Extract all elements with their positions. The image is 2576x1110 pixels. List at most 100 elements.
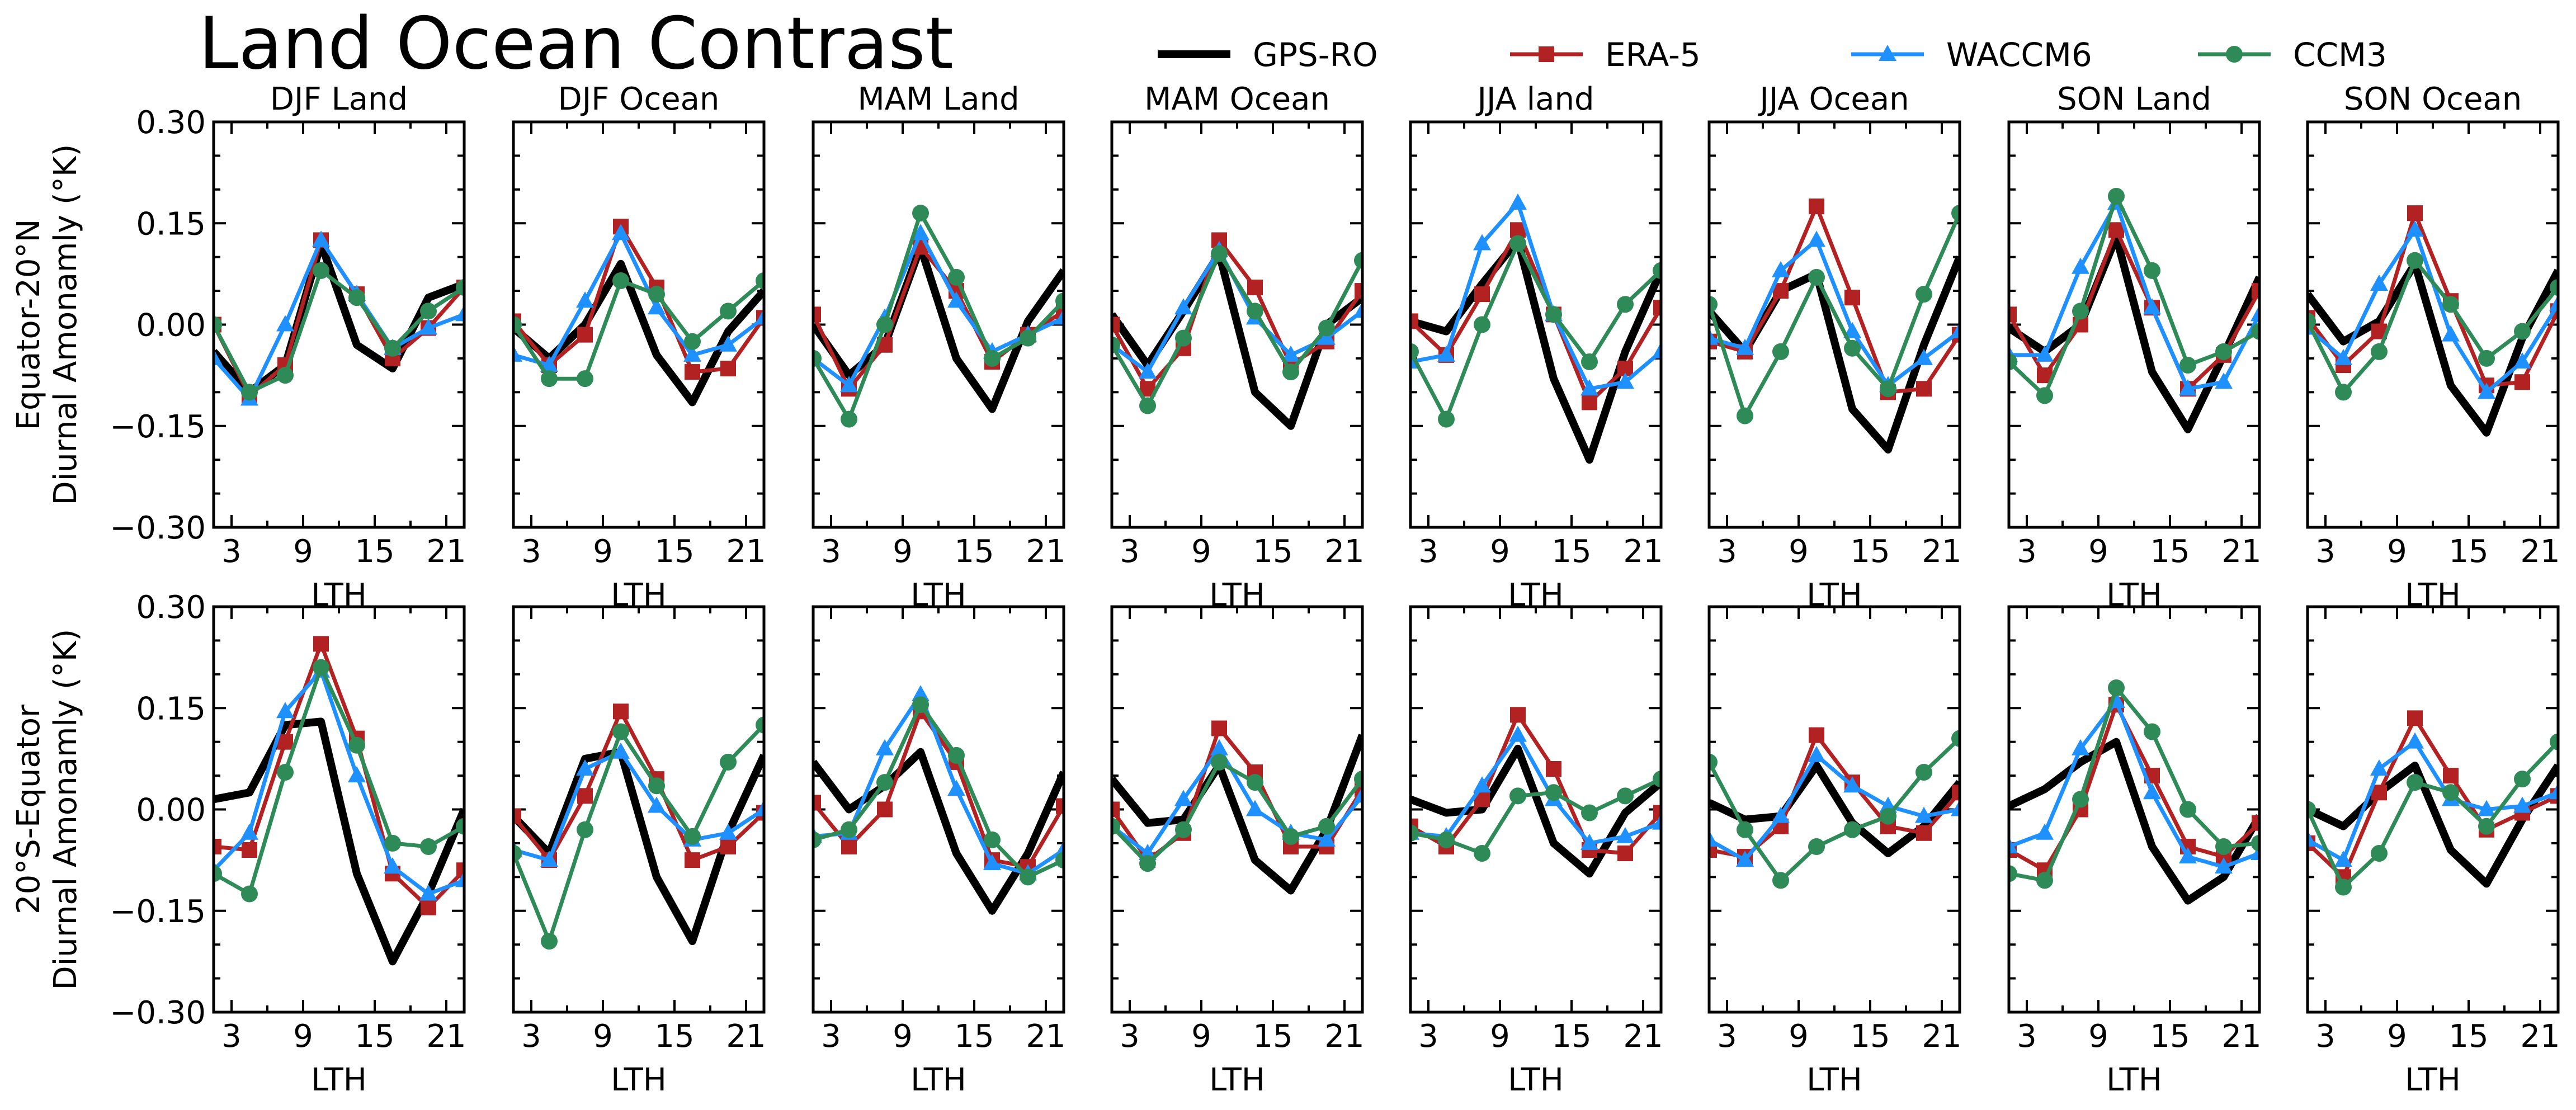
- x-axis-label: LTH: [1508, 1062, 1564, 1098]
- x-axis-label: LTH: [1806, 1062, 1862, 1098]
- panel-data: [2009, 187, 2259, 433]
- panel-frame: [512, 605, 766, 1014]
- panel-frame: [512, 120, 766, 529]
- legend-marker-era-5: [1539, 46, 1554, 62]
- data-point-ccm3: [1581, 353, 1598, 370]
- xtick-label: 21: [1026, 533, 1065, 570]
- data-point-ccm3: [1474, 316, 1490, 333]
- xtick-label: 15: [2448, 1018, 2488, 1055]
- data-point-era-5: [2407, 710, 2423, 726]
- xtick-label: 15: [1551, 533, 1591, 570]
- data-point-era-5: [1056, 798, 1064, 814]
- xtick-label: 15: [654, 533, 694, 570]
- xtick-label: 21: [1324, 533, 1364, 570]
- data-point-era-5: [813, 306, 821, 323]
- series-line-gps-ro: [2308, 762, 2558, 888]
- series-line-era-5: [214, 642, 464, 910]
- legend-label-waccm6: WACCM6: [1946, 36, 2092, 74]
- data-point-waccm6: [2549, 783, 2558, 800]
- xtick-label: 21: [1026, 1018, 1065, 1055]
- data-point-era-5: [214, 838, 221, 854]
- data-point-waccm6: [912, 224, 930, 240]
- legend-label-ccm3: CCM3: [2293, 36, 2387, 74]
- data-point-ccm3: [2407, 252, 2423, 269]
- data-point-ccm3: [2371, 845, 2388, 862]
- panel-title: DJF Land: [270, 81, 408, 117]
- panel-jja-ocean-row2: 3 9 15 21 LTH: [1707, 605, 1962, 1098]
- xtick-label: 21: [1922, 533, 1961, 570]
- data-point-ccm3: [1139, 855, 1156, 872]
- data-point-waccm6: [1709, 328, 1718, 345]
- data-point-waccm6: [384, 857, 402, 874]
- data-point-ccm3: [277, 764, 294, 781]
- data-point-ccm3: [2335, 878, 2352, 896]
- data-point-ccm3: [648, 286, 665, 303]
- panel-data: [813, 205, 1064, 428]
- data-point-ccm3: [1318, 818, 1335, 835]
- xtick-label: 9: [1789, 1018, 1809, 1055]
- panel-data: [513, 703, 764, 950]
- series-line-ccm3: [513, 724, 764, 943]
- data-point-waccm6: [1951, 322, 1960, 338]
- xtick-label: 15: [954, 1018, 994, 1055]
- xtick-label: 21: [426, 533, 466, 570]
- data-point-waccm6: [1353, 786, 1362, 803]
- data-point-waccm6: [755, 800, 764, 816]
- data-point-ccm3: [2478, 349, 2495, 367]
- data-point-ccm3: [948, 268, 965, 286]
- data-point-waccm6: [1736, 338, 1754, 355]
- xtick-label: 21: [1922, 1018, 1961, 1055]
- data-point-waccm6: [2513, 796, 2531, 813]
- series-line-ccm3: [1112, 252, 1362, 408]
- panel-frame: [1409, 120, 1663, 529]
- xtick-label: 15: [1850, 533, 1890, 570]
- xtick-label: 3: [2315, 1018, 2336, 1055]
- data-point-waccm6: [1509, 193, 1527, 210]
- data-point-ccm3: [1844, 821, 1861, 838]
- data-point-ccm3: [684, 333, 701, 350]
- data-point-ccm3: [2108, 679, 2125, 696]
- data-point-era-5: [720, 838, 736, 854]
- data-point-ccm3: [456, 818, 464, 835]
- legend-label-gps-ro: GPS-RO: [1253, 36, 1378, 74]
- data-point-waccm6: [612, 224, 630, 240]
- data-point-ccm3: [1772, 872, 1789, 889]
- xtick-label: 9: [893, 533, 913, 570]
- data-point-waccm6: [876, 739, 894, 755]
- data-point-era-5: [1112, 317, 1120, 333]
- data-point-ccm3: [348, 289, 365, 306]
- data-point-era-5: [242, 842, 257, 858]
- xtick-label: 3: [521, 1018, 541, 1055]
- data-point-era-5: [1653, 300, 1661, 316]
- panel-title: SON Ocean: [2344, 81, 2522, 117]
- series-line-waccm6: [214, 669, 464, 896]
- xtick-label: 9: [593, 533, 613, 570]
- legend-marker-waccm6: [1879, 45, 1896, 61]
- x-axis-label: LTH: [311, 1062, 367, 1098]
- data-point-ccm3: [513, 845, 522, 862]
- data-point-waccm6: [1580, 379, 1598, 396]
- data-point-waccm6: [612, 742, 630, 759]
- data-point-waccm6: [2072, 257, 2089, 274]
- series-line-waccm6: [1112, 747, 1362, 856]
- data-point-era-5: [2252, 283, 2259, 299]
- xtick-label: 9: [893, 1018, 913, 1055]
- data-point-ccm3: [1808, 268, 1825, 286]
- data-point-ccm3: [1282, 828, 1299, 845]
- data-point-ccm3: [841, 410, 857, 428]
- data-point-ccm3: [1020, 329, 1036, 347]
- xtick-label: 15: [2150, 1018, 2190, 1055]
- xtick-label: 21: [726, 533, 766, 570]
- data-point-waccm6: [214, 348, 223, 365]
- xtick-label: 3: [521, 533, 541, 570]
- panel-data: [1410, 193, 1661, 464]
- data-point-ccm3: [2550, 733, 2558, 750]
- data-point-ccm3: [420, 838, 437, 855]
- ytick-label: 0.30: [136, 105, 206, 141]
- row-1: Equator-20°NDiurnal Amonamly (°K) DJF Lan…: [11, 81, 2560, 613]
- data-point-waccm6: [1282, 345, 1300, 362]
- data-point-waccm6: [2308, 830, 2316, 847]
- data-point-ccm3: [1055, 852, 1064, 869]
